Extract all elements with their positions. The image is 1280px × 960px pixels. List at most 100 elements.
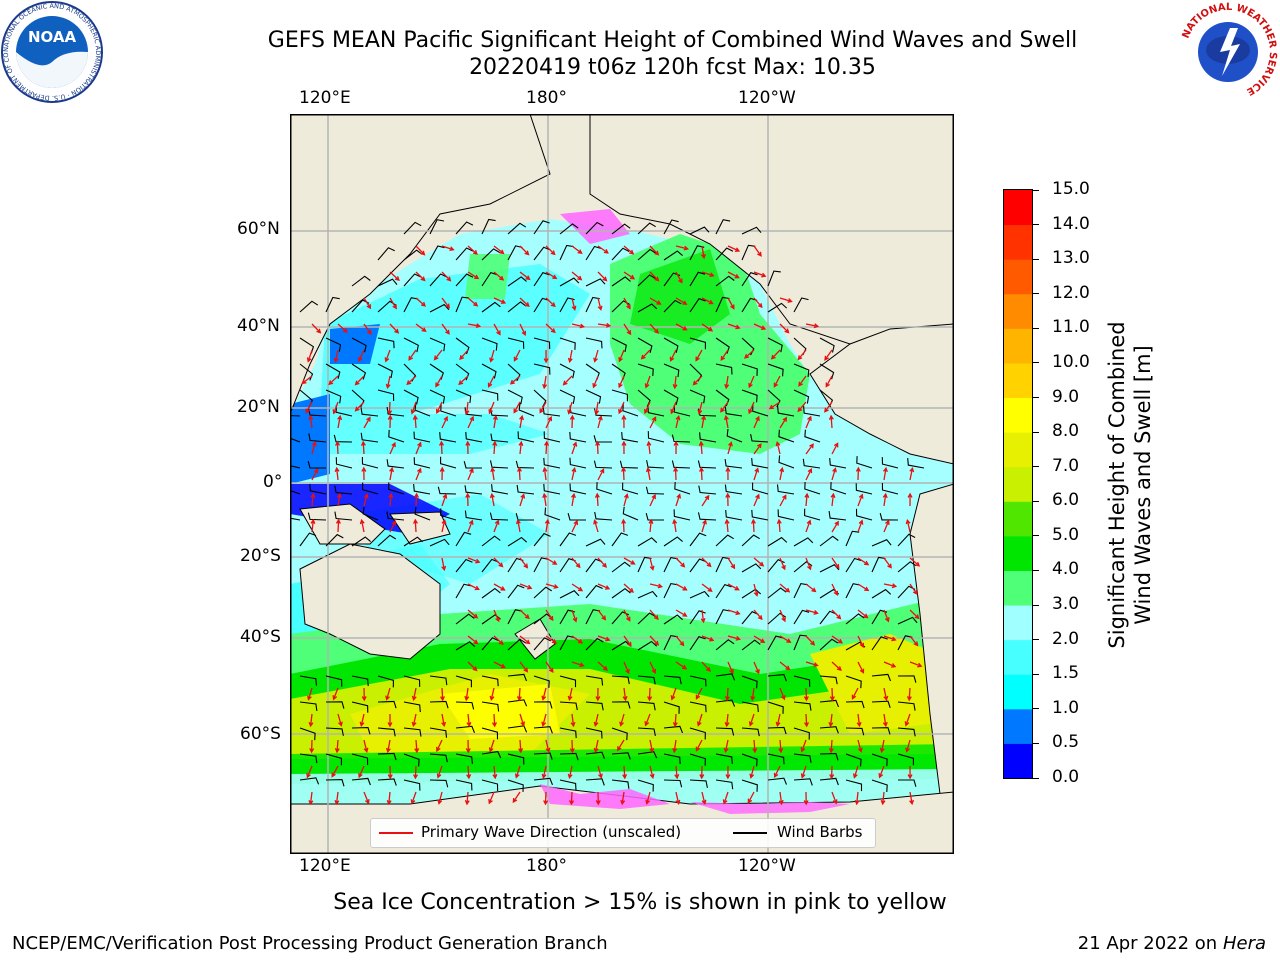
wave-direction-arrow bbox=[542, 492, 548, 507]
wave-direction-arrow bbox=[621, 518, 627, 533]
wind-barb bbox=[299, 532, 317, 547]
wind-barb bbox=[429, 337, 446, 352]
wind-barb bbox=[819, 753, 839, 761]
colorbar-segment bbox=[1004, 708, 1032, 744]
wave-direction-arrow bbox=[856, 713, 862, 728]
wave-direction-arrow bbox=[594, 401, 600, 416]
wave-direction-arrow bbox=[906, 687, 912, 702]
wave-direction-arrow bbox=[618, 401, 625, 415]
wind-barb bbox=[585, 675, 604, 686]
wave-direction-arrow bbox=[493, 323, 501, 336]
wind-barb bbox=[663, 363, 680, 378]
wave-direction-arrow bbox=[753, 443, 762, 455]
wave-direction-arrow bbox=[467, 245, 478, 255]
wind-barb bbox=[611, 389, 628, 402]
wave-direction-arrow bbox=[493, 519, 500, 533]
wave-direction-arrow bbox=[753, 557, 765, 567]
wind-barb bbox=[819, 564, 840, 573]
colorbar-segment bbox=[1004, 535, 1032, 571]
wind-barb bbox=[507, 222, 527, 235]
wave-direction-arrow bbox=[389, 297, 397, 310]
wind-barb bbox=[697, 512, 717, 521]
wave-direction-arrow bbox=[358, 765, 365, 779]
wind-barb bbox=[481, 363, 497, 379]
wind-barb bbox=[637, 337, 653, 353]
wind-barb bbox=[828, 511, 847, 521]
wind-barb bbox=[611, 727, 628, 741]
wave-direction-arrow bbox=[779, 323, 790, 334]
wave-direction-arrow bbox=[798, 375, 807, 387]
wind-barb bbox=[463, 461, 483, 469]
wind-barb bbox=[388, 429, 405, 443]
noaa-logo: NATIONAL OCEANIC AND ATMOSPHERIC ADMINIS… bbox=[0, 0, 104, 104]
wave-direction-arrow bbox=[692, 375, 703, 386]
wave-direction-arrow bbox=[493, 271, 505, 281]
wave-direction-arrow bbox=[539, 401, 547, 414]
map-title: GEFS MEAN Pacific Significant Height of … bbox=[267, 28, 1078, 53]
wind-barb bbox=[663, 725, 684, 734]
wind-barb bbox=[697, 460, 717, 469]
wave-direction-arrow bbox=[308, 791, 314, 806]
wave-direction-arrow bbox=[670, 687, 677, 701]
wave-direction-arrow bbox=[753, 609, 763, 621]
colorbar-tick-label: 5.0 bbox=[1052, 524, 1080, 545]
wave-direction-arrow bbox=[852, 765, 859, 779]
wave-direction-arrow bbox=[828, 739, 834, 754]
wind-barb bbox=[767, 363, 784, 377]
colorbar-tick-label: 9.0 bbox=[1052, 386, 1080, 407]
colorbar-segment bbox=[1004, 293, 1032, 329]
map-legend: Primary Wave Direction (unscaled) Wind B… bbox=[370, 818, 876, 848]
wind-barb bbox=[439, 432, 457, 443]
wave-direction-arrow bbox=[909, 583, 918, 596]
wave-direction-arrow bbox=[515, 518, 521, 533]
wind-barb bbox=[845, 779, 863, 792]
wind-barb bbox=[455, 273, 474, 287]
wave-direction-arrow bbox=[675, 414, 681, 429]
wind-barb bbox=[489, 512, 509, 521]
wind-barb bbox=[325, 675, 343, 687]
wave-direction-arrow bbox=[724, 713, 730, 728]
wave-direction-arrow bbox=[519, 245, 530, 256]
wave-direction-arrow bbox=[623, 271, 636, 280]
wave-direction-arrow bbox=[779, 687, 786, 701]
wind-barb bbox=[377, 337, 395, 349]
wind-barb bbox=[663, 219, 679, 235]
wave-direction-arrow bbox=[727, 245, 741, 252]
wind-barb bbox=[507, 584, 525, 599]
wind-barb bbox=[455, 363, 470, 381]
wave-direction-arrow bbox=[544, 440, 549, 455]
wave-direction-arrow bbox=[567, 401, 573, 415]
wind-barb bbox=[299, 727, 316, 741]
wind-barb bbox=[752, 482, 769, 495]
wind-barb bbox=[377, 700, 397, 709]
wave-direction-arrow bbox=[358, 349, 365, 363]
wave-direction-arrow bbox=[698, 440, 704, 455]
wave-direction-arrow bbox=[363, 493, 369, 507]
wave-direction-arrow bbox=[359, 713, 365, 728]
wind-barb bbox=[325, 363, 341, 379]
wind-barb bbox=[533, 752, 553, 760]
wind-barb bbox=[881, 482, 899, 495]
wave-direction-arrow bbox=[415, 245, 426, 256]
wind-barb bbox=[793, 778, 813, 786]
wave-direction-arrow bbox=[519, 323, 527, 337]
wind-barb bbox=[819, 699, 840, 708]
wave-direction-arrow bbox=[779, 609, 786, 623]
wind-barb bbox=[585, 245, 602, 261]
wind-barb bbox=[663, 250, 683, 261]
wind-barb bbox=[845, 613, 865, 625]
wind-barb bbox=[689, 675, 707, 687]
wave-direction-arrow bbox=[883, 635, 897, 642]
wave-direction-arrow bbox=[467, 323, 482, 329]
wind-barb bbox=[637, 779, 654, 792]
wind-barb bbox=[741, 701, 759, 713]
wind-barb bbox=[377, 778, 397, 786]
wind-barb bbox=[663, 675, 682, 685]
lon-label-bottom-180: 180° bbox=[526, 856, 567, 876]
wave-direction-arrow bbox=[720, 349, 729, 362]
wind-barb bbox=[778, 455, 795, 469]
colorbar-tick bbox=[1033, 327, 1039, 329]
wave-direction-arrow bbox=[570, 492, 576, 507]
wave-direction-arrow bbox=[389, 466, 395, 481]
wind-barb bbox=[360, 432, 379, 443]
